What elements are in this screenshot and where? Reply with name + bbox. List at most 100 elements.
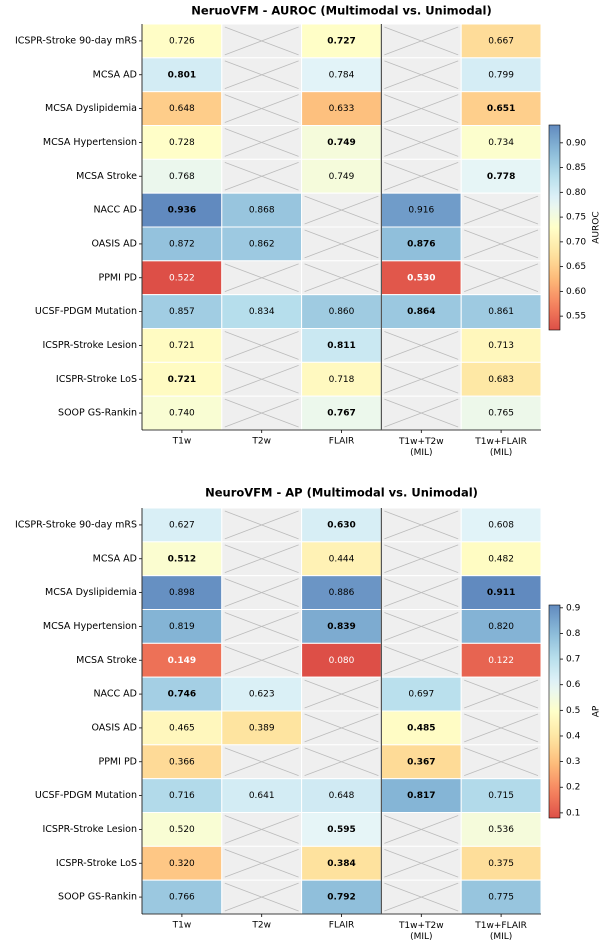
value-label: 0.860: [329, 307, 355, 317]
value-label: 0.366: [169, 757, 195, 767]
value-label: 0.792: [327, 893, 355, 903]
value-label: 0.839: [327, 622, 355, 632]
value-label: 0.444: [329, 554, 355, 564]
cross: [464, 229, 539, 259]
value-label: 0.595: [327, 825, 355, 835]
cross: [224, 747, 299, 777]
column-label: T1w+T2w (MIL): [398, 921, 444, 942]
row-label: MCSA AD: [93, 69, 137, 80]
cross: [384, 364, 459, 394]
cell: [460, 395, 542, 431]
cell: [141, 812, 223, 847]
cross: [224, 398, 299, 428]
colorbar-tick-label: 0.85: [566, 163, 586, 173]
value-label: 0.485: [407, 723, 435, 733]
value-label: 0.768: [169, 172, 195, 182]
value-label: 0.834: [249, 307, 275, 317]
value-label: 0.820: [488, 622, 514, 632]
cell: [301, 845, 382, 881]
value-label: 0.819: [169, 622, 195, 632]
row-label: MCSA Dyslipidemia: [45, 587, 137, 598]
cross: [304, 263, 379, 293]
value-label: 0.627: [169, 520, 195, 530]
cross: [224, 26, 299, 56]
value-label: 0.778: [487, 172, 515, 182]
row-label: ICSPR-Stroke 90-day mRS: [15, 35, 137, 46]
colorbar-tick-label: 0.7: [566, 655, 580, 665]
colorbar-tick-label: 0.4: [566, 731, 581, 741]
colorbar-tick-label: 0.75: [566, 213, 586, 223]
cell: [141, 609, 223, 644]
row-label: MCSA Hypertension: [43, 621, 137, 632]
colorbar-tick-label: 0.90: [566, 138, 586, 148]
value-label: 0.389: [249, 723, 275, 733]
cell: [380, 260, 462, 296]
colorbar-tick-label: 0.5: [566, 706, 580, 716]
chart-title: NeuroVFM - AP (Multimodal vs. Unimodal): [205, 486, 478, 500]
value-label: 0.721: [168, 375, 196, 385]
chart-title: NeruoVFM - AUROC (Multimodal vs. Unimoda…: [191, 4, 491, 18]
row-label: MCSA Hypertension: [43, 137, 137, 148]
value-label: 0.375: [488, 859, 514, 869]
column-label: FLAIR: [329, 437, 354, 447]
value-label: 0.122: [488, 656, 514, 666]
cross: [304, 747, 379, 777]
cross: [384, 398, 459, 428]
value-label: 0.876: [407, 239, 435, 249]
cross: [224, 128, 299, 157]
row-label: UCSF-PDGM Mutation: [35, 790, 137, 801]
cross: [224, 578, 299, 607]
value-label: 0.465: [169, 723, 195, 733]
cell: [460, 609, 542, 644]
colorbar-label: AUROC: [592, 211, 602, 243]
cross: [224, 94, 299, 123]
cell: [301, 125, 382, 160]
cell: [221, 778, 303, 814]
colorbar-tick-label: 0.70: [566, 237, 586, 247]
cross: [384, 578, 459, 607]
colorbar-tick-label: 0.80: [566, 188, 586, 198]
cell: [460, 507, 542, 543]
cross: [304, 229, 379, 259]
value-label: 0.817: [407, 791, 435, 801]
cross: [384, 544, 459, 574]
value-label: 0.648: [329, 791, 355, 801]
value-label: 0.911: [487, 588, 515, 598]
value-label: 0.536: [488, 825, 514, 835]
cell: [221, 676, 303, 712]
colorbar-tick-label: 0.6: [566, 680, 581, 690]
cross: [464, 263, 539, 293]
value-label: 0.512: [168, 554, 196, 564]
row-label: ICSPR-Stroke Lesion: [42, 340, 137, 351]
value-label: 0.384: [327, 859, 355, 869]
cross: [464, 195, 539, 225]
value-label: 0.868: [249, 206, 275, 216]
value-label: 0.080: [329, 656, 355, 666]
row-label: NACC AD: [93, 205, 137, 216]
cell: [460, 294, 542, 329]
row-label: MCSA AD: [93, 553, 137, 564]
cell: [301, 879, 382, 915]
value-label: 0.749: [329, 172, 355, 182]
cell: [460, 361, 542, 397]
cell: [460, 91, 542, 126]
value-label: 0.713: [488, 341, 514, 351]
cell: [301, 91, 382, 126]
value-label: 0.799: [488, 70, 514, 80]
colorbar-tick-label: 0.8: [566, 629, 581, 639]
column-label: T1w: [172, 437, 192, 447]
value-label: 0.630: [327, 520, 355, 530]
value-label: 0.721: [169, 341, 195, 351]
cross: [464, 679, 539, 709]
cell: [380, 778, 462, 814]
cell: [221, 710, 303, 746]
value-label: 0.766: [169, 893, 195, 903]
value-label: 0.740: [169, 409, 195, 419]
value-label: 0.749: [327, 138, 355, 148]
row-label: MCSA Stroke: [76, 171, 137, 182]
cross: [224, 848, 299, 878]
cross: [384, 815, 459, 844]
value-label: 0.728: [169, 138, 195, 148]
value-label: 0.801: [168, 70, 196, 80]
